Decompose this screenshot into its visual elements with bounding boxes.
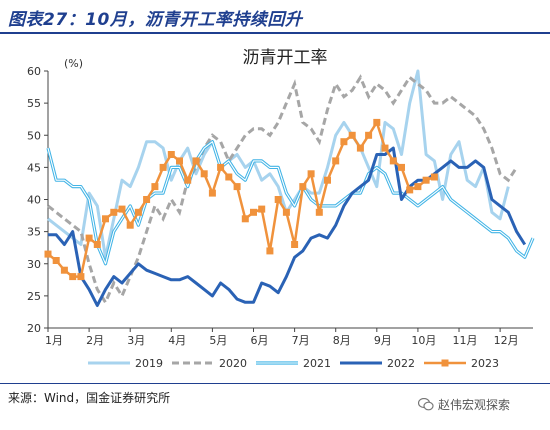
series-2023-point — [307, 170, 315, 178]
y-tick-label: 30 — [27, 258, 41, 271]
x-tick-label: 3月 — [127, 334, 145, 347]
x-tick-label: 5月 — [209, 334, 227, 347]
series-2023-point — [200, 170, 208, 178]
series-2023-point — [159, 163, 167, 171]
series-2023-point — [299, 183, 307, 191]
series-2022-line — [48, 146, 527, 307]
series-2023-point — [340, 138, 348, 146]
chart-title: 沥青开工率 — [243, 48, 328, 68]
legend-2023-marker — [441, 359, 449, 367]
y-tick-label: 35 — [27, 226, 41, 239]
chart-legend: 2019 2020 2021 2022 2023 — [88, 357, 499, 370]
series-2023-point — [44, 250, 52, 258]
series-2023-point — [258, 205, 266, 213]
wechat-icon — [417, 397, 434, 414]
series-2023-point — [381, 144, 389, 152]
series-layer — [44, 69, 535, 307]
watermark-text: 赵伟宏观探索 — [438, 398, 511, 412]
x-tick-label: 10月 — [411, 334, 436, 347]
legend-2022-label: 2022 — [387, 357, 415, 370]
series-2023-point — [291, 241, 299, 248]
series-2023-point — [365, 131, 373, 139]
series-2023-point — [60, 266, 68, 274]
series-2023-point — [324, 176, 331, 184]
legend-2019-label: 2019 — [135, 357, 163, 370]
series-2023-point — [274, 196, 282, 203]
series-2023-point — [356, 144, 364, 152]
series-2023-point — [176, 157, 183, 165]
series-2023-point — [389, 157, 397, 165]
x-tick-label: 7月 — [292, 334, 310, 347]
y-tick-label: 55 — [27, 97, 41, 110]
series-2023-point — [217, 163, 225, 171]
x-tick-label: 8月 — [333, 334, 351, 347]
series-2023-point — [233, 183, 241, 191]
series-2023-point — [69, 273, 77, 281]
series-2023-point — [430, 173, 438, 181]
series-2023-point — [77, 273, 85, 281]
legend-2020-label: 2020 — [219, 357, 247, 370]
y-tick-label: 50 — [27, 129, 41, 142]
series-2023-point — [151, 183, 159, 191]
footer-rule — [0, 383, 550, 384]
series-2023-point — [110, 208, 118, 216]
y-tick-label: 60 — [27, 65, 41, 78]
series-2023-point — [266, 247, 274, 255]
series-2023-point — [102, 215, 109, 223]
series-2023-point — [143, 196, 151, 203]
series-2023-point — [241, 215, 249, 223]
series-2023-point — [373, 118, 381, 126]
series-2023-point — [332, 157, 340, 165]
series-2023-point — [414, 183, 422, 191]
x-tick-label: 9月 — [374, 334, 392, 347]
y-tick-label: 40 — [27, 194, 41, 207]
series-2023-point — [225, 173, 233, 181]
legend-2023-label: 2023 — [471, 357, 499, 370]
series-2023-point — [192, 157, 200, 165]
watermark: 赵伟宏观探索 — [417, 396, 511, 414]
series-2023-point — [282, 208, 290, 216]
x-tick-label: 12月 — [494, 334, 519, 347]
series-2023-point — [52, 257, 60, 264]
x-tick-label: 4月 — [168, 334, 186, 347]
series-2023-point — [85, 234, 93, 242]
series-2023-point — [422, 176, 430, 184]
x-tick-label: 6月 — [251, 334, 269, 347]
series-2023-point — [406, 186, 414, 194]
series-2023-point — [208, 189, 216, 197]
source-note: 来源：Wind，国金证券研究所 — [8, 391, 171, 405]
series-2021-line-inner — [47, 141, 534, 265]
series-2023-point — [126, 221, 134, 229]
page-title: 图表27：10月，沥青开工率持续回升 — [8, 10, 303, 30]
asphalt-operating-rate-chart: 20 25 30 35 40 45 50 55 60 1月 2月 3月 4月 5月 6月 7月 8月 9月 10月 1… — [27, 48, 535, 370]
x-tick-label: 1月 — [45, 334, 63, 347]
series-2023-point — [250, 208, 257, 216]
series-2023-point — [184, 176, 192, 184]
x-tick-label: 2月 — [86, 334, 104, 347]
series-2023-point — [93, 241, 101, 248]
x-tick-label: 11月 — [453, 334, 478, 347]
chart-axes: 20 25 30 35 40 45 50 55 60 1月 2月 3月 4月 5月 6月 7月 8月 9月 10月 1… — [27, 65, 533, 347]
series-2023-point — [348, 131, 356, 139]
legend-2021-label: 2021 — [303, 357, 331, 370]
series-2023-point — [315, 208, 323, 216]
series-2019-line — [47, 69, 510, 259]
y-tick-label: 20 — [27, 322, 41, 335]
series-2023-point — [398, 163, 405, 171]
y-tick-label: 25 — [27, 290, 41, 303]
title-rule — [0, 32, 550, 34]
y-tick-label: 45 — [27, 161, 41, 174]
series-2021-line-outer — [46, 140, 535, 266]
series-2023-point — [134, 208, 142, 216]
series-2023-point — [167, 151, 175, 158]
y-unit-label: (%) — [64, 57, 83, 70]
series-2023-point — [118, 205, 126, 213]
